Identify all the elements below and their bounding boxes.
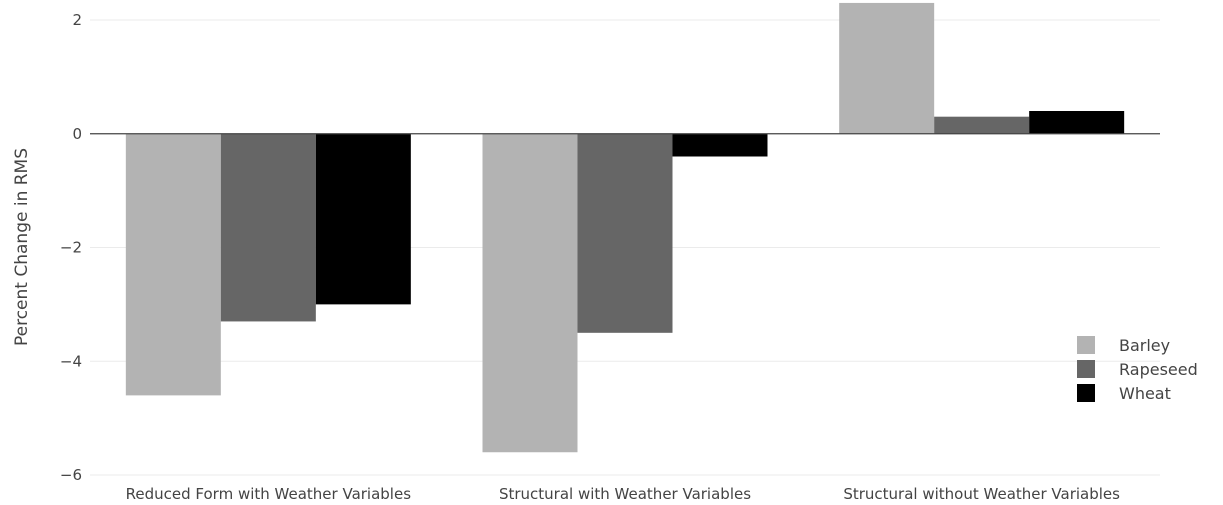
legend-swatch bbox=[1077, 384, 1095, 402]
bar-barley-2[interactable] bbox=[482, 133, 578, 453]
x-tick-labels: Reduced Form with Weather Variables Struc… bbox=[126, 485, 1121, 503]
legend-label: Wheat bbox=[1119, 384, 1171, 403]
y-axis-title: Percent Change in RMS bbox=[12, 148, 32, 346]
legend-swatch bbox=[1077, 360, 1095, 378]
bar-barley-3[interactable] bbox=[839, 2, 935, 134]
legend-item-rapeseed[interactable]: Rapeseed bbox=[1077, 360, 1198, 379]
legend[interactable]: Barley Rapeseed Wheat bbox=[1077, 336, 1198, 403]
legend-item-wheat[interactable]: Wheat bbox=[1077, 384, 1171, 403]
x-tick-label: Structural with Weather Variables bbox=[499, 485, 751, 503]
legend-label: Barley bbox=[1119, 336, 1170, 355]
bar-rapeseed-1[interactable] bbox=[220, 133, 316, 322]
y-tick-label: −4 bbox=[60, 352, 82, 370]
y-tick-label: −2 bbox=[60, 239, 82, 257]
x-tick-label: Structural without Weather Variables bbox=[843, 485, 1120, 503]
legend-swatch bbox=[1077, 336, 1095, 354]
bar-wheat-3[interactable] bbox=[1029, 111, 1125, 134]
x-tick-label: Reduced Form with Weather Variables bbox=[126, 485, 412, 503]
y-tick-label: 2 bbox=[72, 11, 82, 29]
y-tick-labels: −6 −4 −2 0 2 bbox=[60, 11, 82, 484]
legend-item-barley[interactable]: Barley bbox=[1077, 336, 1170, 355]
bars bbox=[125, 2, 1125, 453]
bar-wheat-2[interactable] bbox=[672, 133, 768, 157]
bar-rapeseed-3[interactable] bbox=[934, 116, 1030, 134]
bar-wheat-1[interactable] bbox=[315, 133, 411, 305]
bar-rapeseed-2[interactable] bbox=[577, 133, 673, 333]
bar-barley-1[interactable] bbox=[125, 133, 221, 396]
legend-label: Rapeseed bbox=[1119, 360, 1198, 379]
y-tick-label: −6 bbox=[60, 466, 82, 484]
y-tick-label: 0 bbox=[72, 125, 82, 143]
